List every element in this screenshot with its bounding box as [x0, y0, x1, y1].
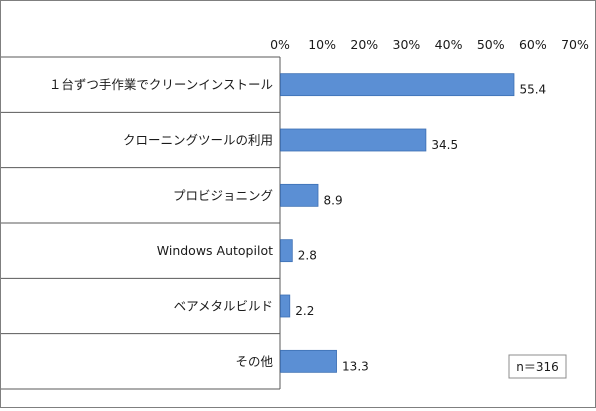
bar	[280, 73, 515, 97]
x-tick-label: 50%	[477, 37, 505, 52]
sample-size-label: n＝316	[516, 360, 559, 374]
x-tick-label: 70%	[561, 37, 589, 52]
category-label: ベアメタルビルド	[174, 299, 273, 314]
x-tick-label: 40%	[435, 37, 463, 52]
data-label: 2.8	[298, 249, 317, 263]
x-tick-label: 60%	[519, 37, 547, 52]
bar	[280, 294, 291, 318]
data-label: 13.3	[342, 359, 369, 373]
data-label: 34.5	[431, 138, 458, 152]
category-label: クローニングツールの利用	[123, 133, 273, 148]
category-label: プロビジョニング	[173, 188, 273, 203]
x-tick-labels: 0% 10% 20% 30% 40% 50% 60% 70%	[270, 37, 589, 52]
x-tick-label: 10%	[308, 37, 336, 52]
sample-size-border	[508, 354, 567, 379]
category-label: その他	[235, 354, 273, 369]
bar	[280, 183, 319, 207]
x-tick-label: 30%	[393, 37, 421, 52]
data-label: 55.4	[519, 83, 546, 97]
x-tick-label: 0%	[270, 37, 290, 52]
bar	[280, 239, 293, 263]
data-label: 2.2	[295, 304, 314, 318]
category-label: Windows Autopilot	[157, 243, 273, 258]
data-label: 8.9	[324, 193, 343, 207]
sample-size-box: n＝316	[508, 354, 567, 379]
bar	[280, 349, 337, 373]
bar	[280, 128, 427, 152]
category-label: １台ずつ手作業でクリーンインストール	[49, 77, 273, 92]
x-tick-label: 20%	[350, 37, 378, 52]
bars: 55.4 34.5 8.9 2.8 2.2 13.3	[280, 73, 546, 373]
